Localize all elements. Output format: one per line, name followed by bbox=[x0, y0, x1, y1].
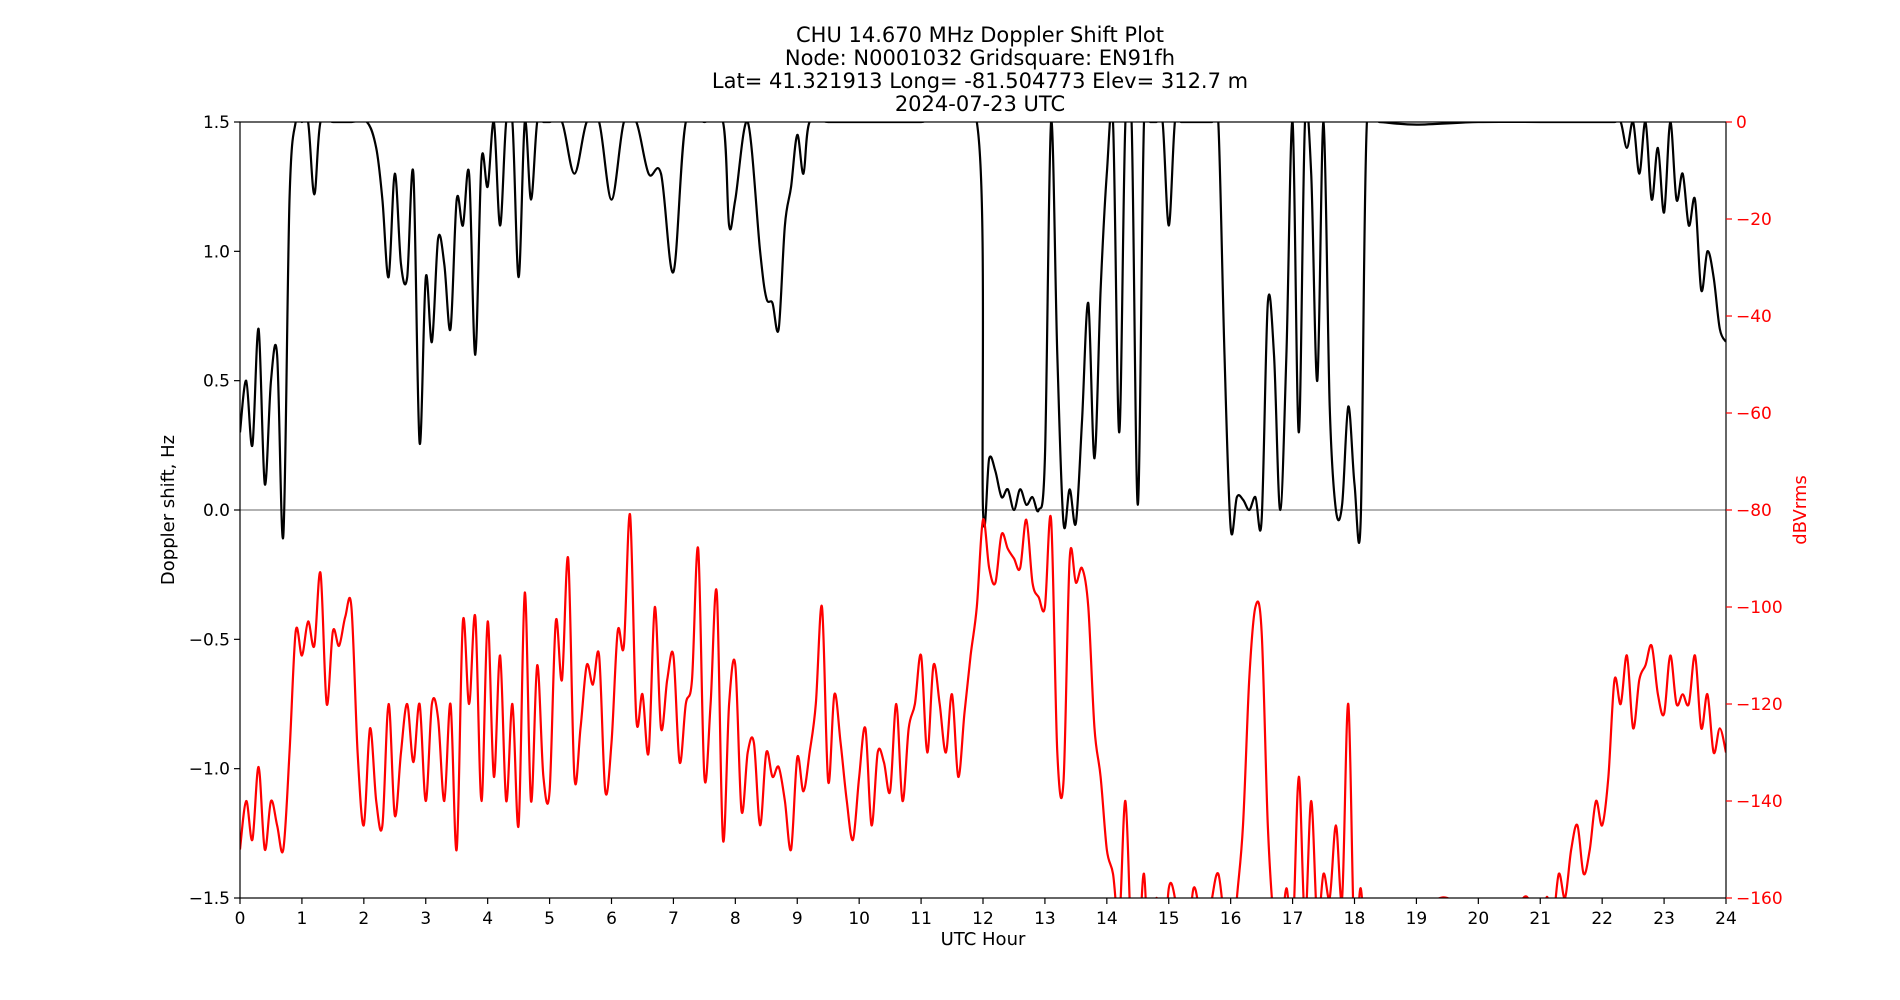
x-axis-label: UTC Hour bbox=[941, 929, 1026, 950]
x-tick-label: 11 bbox=[910, 909, 932, 929]
right-y-tick-label: −20 bbox=[1736, 210, 1772, 230]
right-y-tick-label: −140 bbox=[1736, 792, 1783, 812]
x-tick-label: 3 bbox=[420, 909, 431, 929]
x-tick-label: 1 bbox=[297, 909, 308, 929]
signal-level-line bbox=[240, 513, 1726, 898]
x-tick-label: 23 bbox=[1653, 909, 1675, 929]
left-y-tick-label: 1.0 bbox=[203, 242, 230, 262]
x-tick-label: 24 bbox=[1715, 909, 1737, 929]
x-tick-label: 5 bbox=[544, 909, 555, 929]
x-tick-label: 0 bbox=[235, 909, 246, 929]
x-tick-label: 18 bbox=[1344, 909, 1366, 929]
right-y-tick-label: −160 bbox=[1736, 889, 1783, 909]
x-tick-label: 7 bbox=[668, 909, 679, 929]
left-y-tick-label: 0.0 bbox=[203, 501, 230, 521]
x-tick-label: 19 bbox=[1406, 909, 1428, 929]
x-tick-label: 4 bbox=[482, 909, 493, 929]
left-y-tick-label: −0.5 bbox=[189, 630, 230, 650]
chart-title-line-1: CHU 14.670 MHz Doppler Shift Plot bbox=[796, 23, 1164, 47]
right-y-axis-label: dBVrms bbox=[1790, 475, 1811, 545]
x-axis: 0 1 2 3 4 5 6 7 8 9 10 11 12 13 14 15 16 17 18 19 20 21 22 23 24 bbox=[235, 898, 1737, 929]
left-y-tick-label: −1.5 bbox=[189, 889, 230, 909]
plot-area bbox=[240, 122, 1726, 898]
x-tick-label: 6 bbox=[606, 909, 617, 929]
x-tick-label: 22 bbox=[1591, 909, 1613, 929]
chart-title-line-4: 2024-07-23 UTC bbox=[895, 92, 1065, 116]
x-tick-label: 16 bbox=[1220, 909, 1242, 929]
x-tick-label: 20 bbox=[1468, 909, 1490, 929]
right-y-tick-label: −60 bbox=[1736, 404, 1772, 424]
left-y-tick-label: 0.5 bbox=[203, 372, 230, 392]
x-tick-label: 14 bbox=[1096, 909, 1118, 929]
x-tick-label: 9 bbox=[792, 909, 803, 929]
x-tick-label: 10 bbox=[848, 909, 870, 929]
right-y-axis: 0 −20 −40 −60 −80 −100 −120 −140 −160 bbox=[1726, 113, 1783, 909]
left-y-axis-label: Doppler shift, Hz bbox=[158, 435, 179, 585]
x-tick-label: 13 bbox=[1034, 909, 1056, 929]
x-tick-label: 15 bbox=[1158, 909, 1180, 929]
chart-title-line-2: Node: N0001032 Gridsquare: EN91fh bbox=[785, 46, 1175, 70]
right-y-tick-label: −120 bbox=[1736, 695, 1783, 715]
chart-title-line-3: Lat= 41.321913 Long= -81.504773 Elev= 31… bbox=[712, 69, 1248, 93]
left-y-tick-label: 1.5 bbox=[203, 113, 230, 133]
right-y-tick-label: 0 bbox=[1736, 113, 1747, 133]
x-tick-label: 2 bbox=[358, 909, 369, 929]
right-y-tick-label: −80 bbox=[1736, 501, 1772, 521]
x-tick-label: 21 bbox=[1529, 909, 1551, 929]
right-y-tick-label: −100 bbox=[1736, 598, 1783, 618]
doppler-shift-line bbox=[240, 122, 1726, 544]
x-tick-label: 12 bbox=[972, 909, 994, 929]
right-y-tick-label: −40 bbox=[1736, 307, 1772, 327]
left-y-tick-label: −1.0 bbox=[189, 760, 230, 780]
x-tick-label: 8 bbox=[730, 909, 741, 929]
x-tick-label: 17 bbox=[1282, 909, 1304, 929]
left-y-axis: 1.5 1.0 0.5 0.0 −0.5 −1.0 −1.5 bbox=[189, 113, 240, 909]
